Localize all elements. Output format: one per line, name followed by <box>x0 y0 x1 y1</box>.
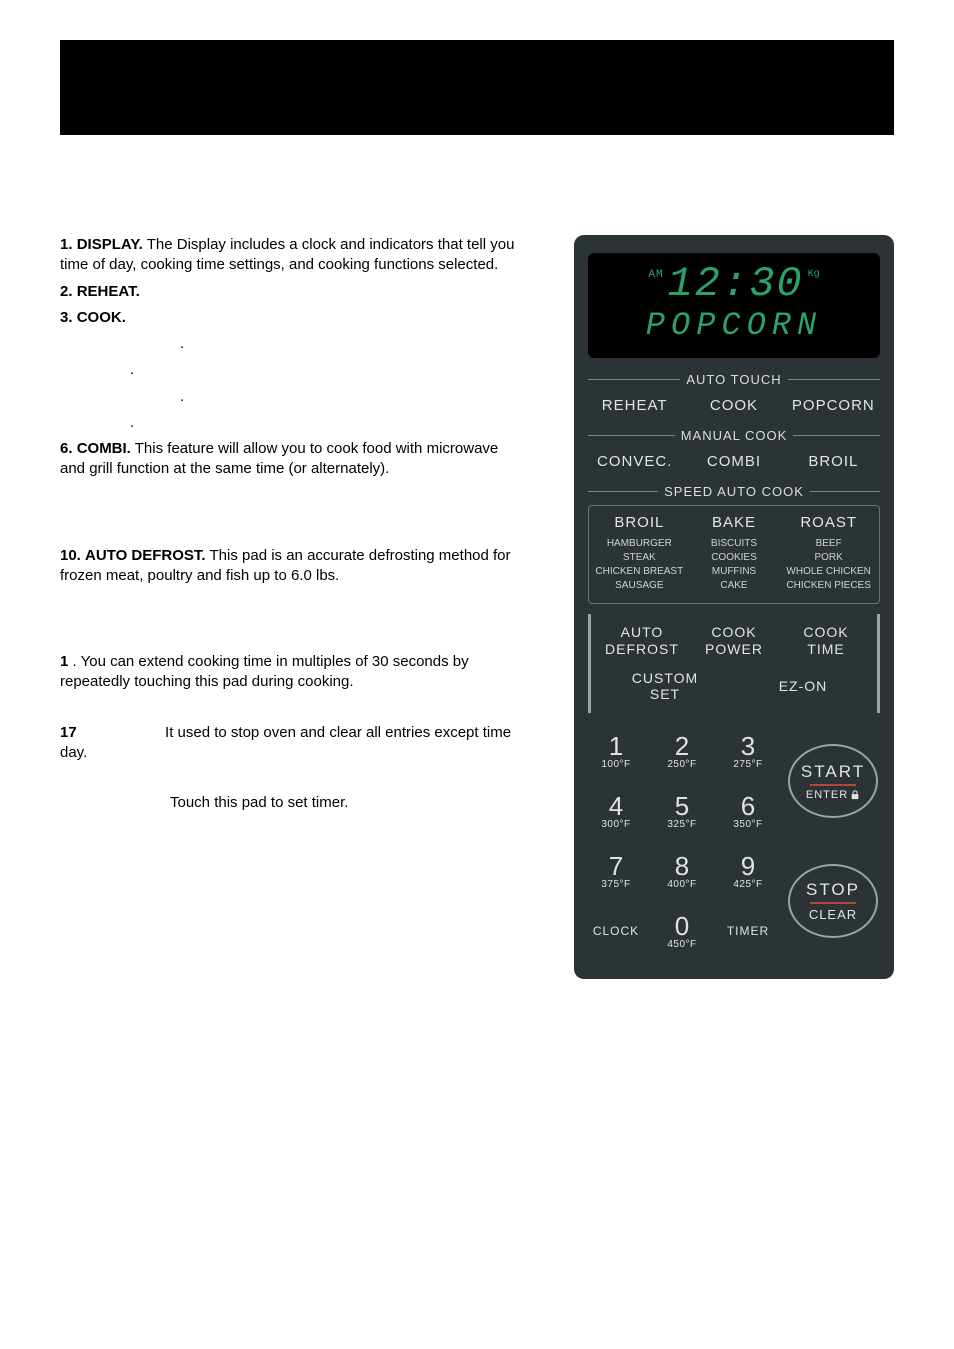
item-lead: . <box>73 653 81 670</box>
item-body: You can extend cooking time in multiples… <box>60 653 469 690</box>
pad-ez-on[interactable]: EZ-ON <box>737 670 869 704</box>
dot: . <box>60 360 524 380</box>
left-column: 1. DISPLAY. The Display includes a clock… <box>60 235 524 979</box>
key-clock[interactable]: CLOCK <box>593 924 639 938</box>
item-3: 3. COOK. <box>60 308 524 328</box>
dot: . <box>60 334 524 354</box>
item-title: COOK. <box>77 309 126 326</box>
key-0[interactable]: 0450°F <box>667 913 696 950</box>
divider <box>810 902 856 904</box>
item-num: 3. <box>60 309 73 326</box>
key-1[interactable]: 1100°F <box>601 733 630 770</box>
item-num: 1. <box>60 236 73 253</box>
header-blackbar <box>60 40 894 135</box>
key-2[interactable]: 2250°F <box>667 733 696 770</box>
section-title-autotouch: AUTO TOUCH <box>588 372 880 387</box>
am-indicator: AM <box>648 269 663 281</box>
pad-broil[interactable]: BROIL <box>787 449 880 474</box>
speed-col-bake[interactable]: BAKE BISCUITS COOKIES MUFFINS CAKE <box>690 514 779 593</box>
section-title-speed: SPEED AUTO COOK <box>588 484 880 499</box>
dot: . <box>60 387 524 407</box>
key-timer[interactable]: TIMER <box>727 924 769 938</box>
item-body: Touch this pad to set timer. <box>170 794 348 811</box>
pad-cook[interactable]: COOK <box>687 393 780 418</box>
item-6: 6. COMBI. This feature will allow you to… <box>60 439 524 480</box>
item-num: 1 <box>60 653 68 670</box>
control-panel: AM 12:30 Kg POPCORN AUTO TOUCH REHEAT CO… <box>574 235 894 979</box>
pad-auto-defrost[interactable]: AUTO DEFROST <box>599 624 685 658</box>
pad-popcorn[interactable]: POPCORN <box>787 393 880 418</box>
item-num: 10. <box>60 547 81 564</box>
item-title: DISPLAY. <box>77 236 143 253</box>
item-10: 10. AUTO DEFROST. This pad is an accurat… <box>60 546 524 587</box>
lock-icon <box>850 790 860 800</box>
key-4[interactable]: 4300°F <box>601 793 630 830</box>
key-9[interactable]: 9425°F <box>733 853 762 890</box>
keypad: 1100°F 2250°F 3275°F START ENTER <box>588 723 880 959</box>
item-num: 2. <box>60 283 73 300</box>
pad-reheat[interactable]: REHEAT <box>588 393 681 418</box>
item-17: 17 It used to stop oven and clear all en… <box>60 723 524 764</box>
divider <box>810 784 856 786</box>
item-extend: 1 . You can extend cooking time in multi… <box>60 652 524 693</box>
item-num: 6. <box>60 440 73 457</box>
item-body: It used to stop oven and clear all entri… <box>60 724 511 761</box>
kg-indicator: Kg <box>808 269 820 280</box>
stop-clear-button[interactable]: STOP CLEAR <box>788 864 878 938</box>
item-title: COMBI. <box>77 440 131 457</box>
item-num: 17 <box>60 724 77 741</box>
item-2: 2. REHEAT. <box>60 282 524 302</box>
item-timer: Touch this pad to set timer. <box>60 793 524 813</box>
pad-cook-power[interactable]: COOK POWER <box>691 624 777 658</box>
key-7[interactable]: 7375°F <box>601 853 630 890</box>
start-button[interactable]: START ENTER <box>788 744 878 818</box>
key-8[interactable]: 8400°F <box>667 853 696 890</box>
speed-col-roast[interactable]: ROAST BEEF PORK WHOLE CHICKEN CHICKEN PI… <box>784 514 873 593</box>
key-6[interactable]: 6350°F <box>733 793 762 830</box>
clock-time: 12:30 <box>668 263 804 305</box>
pad-custom-set[interactable]: CUSTOM SET <box>599 670 731 704</box>
pad-combi[interactable]: COMBI <box>687 449 780 474</box>
item-1: 1. DISPLAY. The Display includes a clock… <box>60 235 524 276</box>
key-3[interactable]: 3275°F <box>733 733 762 770</box>
key-5[interactable]: 5325°F <box>667 793 696 830</box>
display-word: POPCORN <box>596 307 872 344</box>
speed-col-broil[interactable]: BROIL HAMBURGER STEAK CHICKEN BREAST SAU… <box>595 514 684 593</box>
item-title: AUTO DEFROST. <box>85 547 206 564</box>
item-title: REHEAT. <box>77 283 140 300</box>
dot: . <box>60 413 524 433</box>
display: AM 12:30 Kg POPCORN <box>588 253 880 358</box>
mid-section: AUTO DEFROST COOK POWER COOK TIME <box>588 614 880 713</box>
pad-convec[interactable]: CONVEC. <box>588 449 681 474</box>
pad-cook-time[interactable]: COOK TIME <box>783 624 869 658</box>
section-title-manual: MANUAL COOK <box>588 428 880 443</box>
